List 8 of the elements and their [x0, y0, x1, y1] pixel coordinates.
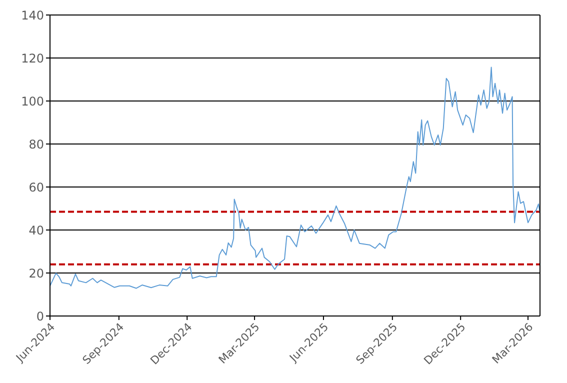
y-tick-label: 80: [28, 137, 44, 152]
y-tick-label: 140: [21, 8, 44, 22]
y-tick-label: 120: [21, 51, 44, 66]
y-tick-label: 60: [28, 180, 44, 194]
y-tick-label: 20: [28, 266, 44, 280]
y-tick-label: 0: [36, 309, 44, 324]
y-tick-label: 40: [28, 223, 44, 238]
y-tick-label: 100: [21, 94, 44, 108]
